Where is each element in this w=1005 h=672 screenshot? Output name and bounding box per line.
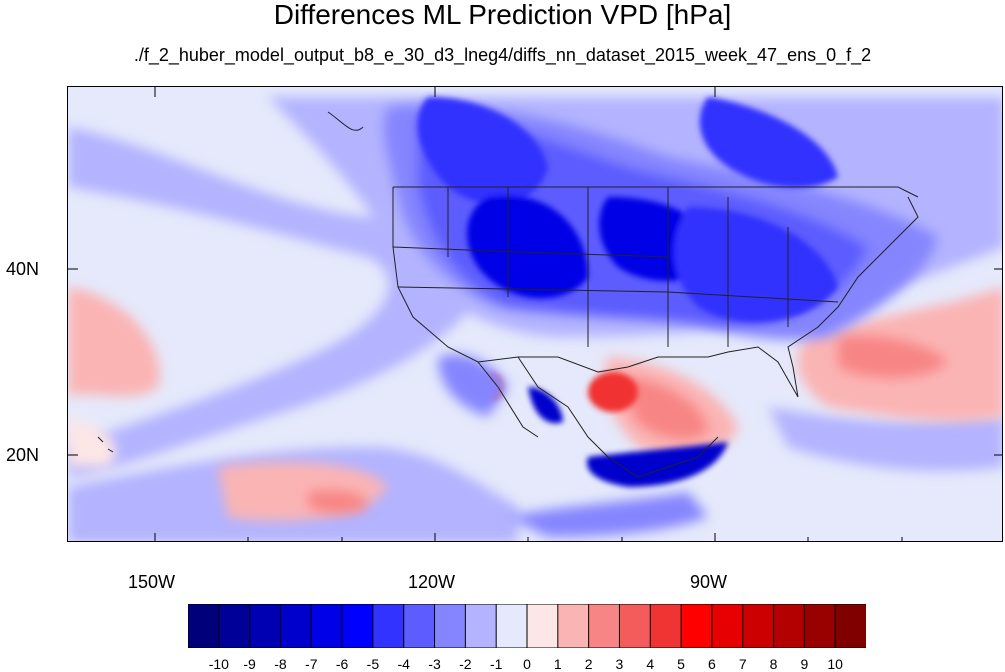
colorbar-swatch: [618, 604, 652, 648]
colorbar-swatch: [649, 604, 683, 648]
colorbar-swatch: [372, 604, 405, 648]
colorbar-tick-label: 0: [523, 656, 531, 672]
colorbar-swatch: [803, 604, 837, 648]
colorbar-swatch: [834, 604, 866, 648]
colorbar-tick-label: -6: [335, 656, 349, 672]
colorbar-tick-label: -3: [428, 656, 441, 672]
colorbar-tick-label: -10: [208, 656, 229, 672]
colorbar-swatch: [680, 604, 713, 648]
coastlines: [97, 111, 919, 478]
colorbar-swatch: [773, 604, 806, 648]
colorbar-tick-label: -8: [274, 656, 287, 672]
lat-label-40n: 40N: [6, 259, 40, 279]
colorbar-swatch: [526, 604, 559, 648]
colorbar-swatch: [557, 604, 590, 648]
colorbar-tick-label: 10: [827, 656, 843, 672]
colorbar-tick-label: -2: [459, 656, 472, 672]
colorbar-tick-label: 1: [553, 656, 562, 672]
colorbar-swatch: [188, 604, 220, 648]
lon-label-90w: 90W: [690, 572, 728, 592]
map-plot-area: [67, 86, 1003, 542]
lat-label-20n: 20N: [6, 445, 40, 465]
lon-label-150w: 150W: [128, 572, 176, 592]
colorbar-swatch: [742, 604, 775, 648]
colorbar-swatch: [403, 604, 436, 648]
map-subtitle: ./f_2_huber_model_output_b8_e_30_d3_lneg…: [133, 45, 872, 65]
colorbar-swatch: [341, 604, 374, 648]
colorbar-tick-label: 6: [708, 656, 716, 672]
colorbar-swatch: [249, 604, 282, 648]
colorbar-tick-label: -1: [489, 656, 503, 672]
colorbar-tick-label: -9: [243, 656, 256, 672]
colorbar-tick-label: 7: [738, 656, 747, 672]
colorbar-swatch: [711, 604, 744, 648]
colorbar-swatch: [495, 604, 528, 648]
colorbar-tick-label: -4: [397, 656, 410, 672]
colorbar-swatch: [588, 604, 621, 648]
colorbar-swatch: [310, 604, 344, 648]
colorbar-tick-label: 3: [615, 656, 624, 672]
colorbar-tick-label: 2: [584, 656, 593, 672]
colorbar-swatch: [218, 604, 251, 648]
colorbar-tick-label: -7: [305, 656, 318, 672]
colorbar-swatch: [434, 604, 467, 648]
colorbar-swatch: [464, 604, 498, 648]
map-title: Differences ML Prediction VPD [hPa]: [273, 0, 732, 30]
colorbar-tick-label: 4: [646, 656, 655, 672]
colorbar-tick-label: -5: [366, 656, 380, 672]
difference-field: [68, 87, 1002, 541]
field-red-regions: [308, 335, 948, 514]
field-dark-blue-regions: [417, 97, 838, 487]
colorbar-tick-label: 8: [769, 656, 778, 672]
colorbar-tick-label: 9: [800, 656, 809, 672]
colorbar-swatch: [279, 604, 313, 648]
colorbar-tick-label: 5: [677, 656, 685, 672]
lon-label-120w: 120W: [408, 572, 456, 592]
colorbar: [188, 604, 866, 648]
axis-ticks: [68, 87, 1002, 541]
